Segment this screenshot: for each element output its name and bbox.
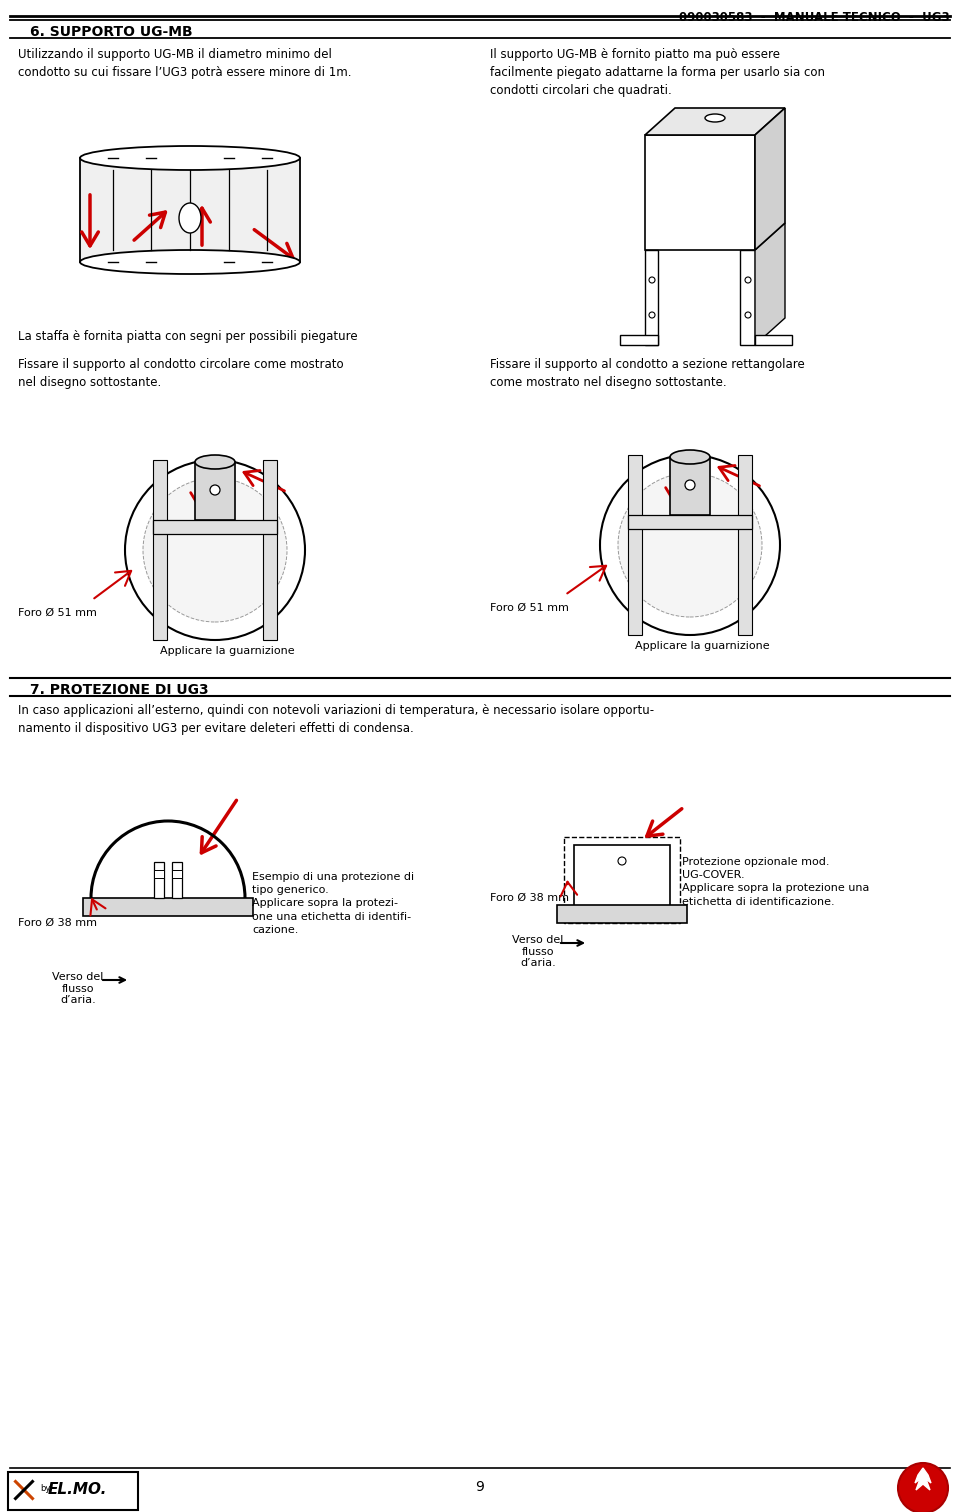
Text: 9: 9: [475, 1480, 485, 1494]
Circle shape: [143, 478, 287, 621]
Circle shape: [600, 455, 780, 635]
Polygon shape: [740, 249, 755, 345]
Polygon shape: [153, 520, 277, 534]
Polygon shape: [645, 135, 755, 249]
Text: Il supporto UG-MB è fornito piatto ma può essere
facilmente piegato adattarne la: Il supporto UG-MB è fornito piatto ma pu…: [490, 48, 825, 97]
Ellipse shape: [195, 455, 235, 469]
Circle shape: [125, 460, 305, 640]
Polygon shape: [557, 906, 687, 922]
Text: Verso del
flusso
d’aria.: Verso del flusso d’aria.: [513, 934, 564, 968]
Polygon shape: [263, 460, 277, 640]
Text: EL.MO.: EL.MO.: [48, 1482, 108, 1497]
Polygon shape: [670, 457, 710, 516]
Bar: [154, 869, 164, 878]
Polygon shape: [645, 249, 658, 345]
Polygon shape: [755, 222, 785, 345]
Ellipse shape: [745, 311, 751, 318]
Text: Applicare la guarnizione: Applicare la guarnizione: [635, 641, 769, 652]
Ellipse shape: [705, 113, 725, 122]
Ellipse shape: [179, 203, 201, 233]
Text: Foro Ø 38 mm: Foro Ø 38 mm: [18, 918, 97, 928]
Bar: [172, 869, 182, 878]
Circle shape: [898, 1464, 948, 1512]
Text: 7. PROTEZIONE DI UG3: 7. PROTEZIONE DI UG3: [30, 683, 208, 697]
Polygon shape: [83, 898, 253, 916]
Text: Applicare la guarnizione: Applicare la guarnizione: [159, 646, 295, 656]
Polygon shape: [628, 516, 752, 529]
Polygon shape: [645, 107, 785, 135]
Text: Esempio di una protezione di
tipo generico.
Applicare sopra la protezi-
one una : Esempio di una protezione di tipo generi…: [252, 872, 414, 934]
Text: by: by: [40, 1483, 50, 1492]
Polygon shape: [154, 862, 164, 898]
Polygon shape: [620, 336, 658, 345]
Polygon shape: [153, 460, 167, 640]
Polygon shape: [195, 463, 235, 520]
Polygon shape: [574, 845, 670, 913]
Circle shape: [618, 473, 762, 617]
Text: 6. SUPPORTO UG-MB: 6. SUPPORTO UG-MB: [30, 26, 193, 39]
Text: In caso applicazioni all’esterno, quindi con notevoli variazioni di temperatura,: In caso applicazioni all’esterno, quindi…: [18, 705, 654, 735]
Polygon shape: [755, 107, 785, 249]
Circle shape: [210, 485, 220, 494]
Ellipse shape: [670, 451, 710, 464]
Polygon shape: [915, 1468, 931, 1489]
Polygon shape: [738, 455, 752, 635]
Ellipse shape: [745, 277, 751, 283]
Polygon shape: [755, 336, 792, 345]
Polygon shape: [80, 157, 300, 262]
Circle shape: [618, 857, 626, 865]
Circle shape: [685, 479, 695, 490]
Text: Verso del
flusso
d’aria.: Verso del flusso d’aria.: [52, 972, 104, 1005]
Text: La staffa è fornita piatta con segni per possibili piegature: La staffa è fornita piatta con segni per…: [18, 330, 358, 343]
Text: Fissare il supporto al condotto circolare come mostrato
nel disegno sottostante.: Fissare il supporto al condotto circolar…: [18, 358, 344, 389]
Text: 090030583  -  MANUALE TECNICO  -  UG3: 090030583 - MANUALE TECNICO - UG3: [680, 11, 950, 24]
Ellipse shape: [80, 249, 300, 274]
Text: Foro Ø 51 mm: Foro Ø 51 mm: [18, 608, 97, 618]
Ellipse shape: [649, 311, 655, 318]
Polygon shape: [628, 455, 642, 635]
Text: Foro Ø 51 mm: Foro Ø 51 mm: [490, 603, 569, 612]
Text: Utilizzando il supporto UG-MB il diametro minimo del
condotto su cui fissare l’U: Utilizzando il supporto UG-MB il diametr…: [18, 48, 351, 79]
Text: Foro Ø 38 mm: Foro Ø 38 mm: [490, 894, 569, 903]
Ellipse shape: [80, 147, 300, 169]
Text: Fissare il supporto al condotto a sezione rettangolare
come mostrato nel disegno: Fissare il supporto al condotto a sezion…: [490, 358, 804, 389]
Ellipse shape: [649, 277, 655, 283]
Polygon shape: [172, 862, 182, 898]
Polygon shape: [8, 1473, 138, 1510]
Text: Protezione opzionale mod.
UG-COVER.
Applicare sopra la protezione una
etichetta : Protezione opzionale mod. UG-COVER. Appl…: [682, 857, 870, 907]
